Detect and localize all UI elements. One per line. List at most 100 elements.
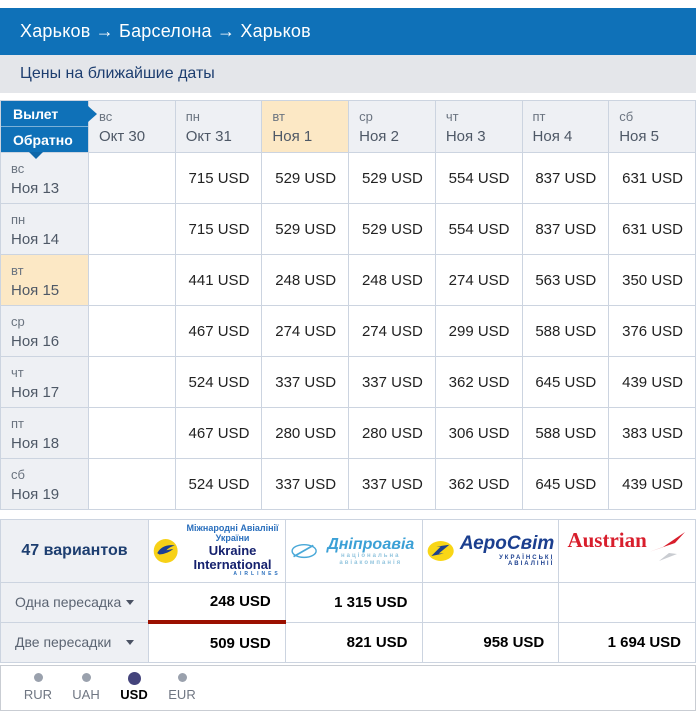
price-cell[interactable]: 631 USD (608, 203, 696, 255)
matrix-row-nov-16: ср Ноя 16 467 USD 274 USD 274 USD 299 US… (0, 305, 696, 357)
currency-option-eur[interactable]: EUR (165, 673, 199, 702)
row-header-nov-16: ср Ноя 16 (0, 305, 89, 357)
two-stops-dropdown[interactable]: Две пересадки (0, 621, 149, 663)
chevron-down-icon (126, 600, 134, 606)
column-date: Ноя 3 (445, 128, 486, 145)
price-cell[interactable]: 715 USD (174, 152, 263, 204)
column-dow: чт (445, 109, 459, 124)
price-cell[interactable]: 337 USD (261, 458, 350, 510)
price-cell[interactable]: 362 USD (434, 458, 523, 510)
price-cell[interactable]: 376 USD (608, 305, 696, 357)
airline-price[interactable]: 1 694 USD (558, 621, 696, 663)
price-cell[interactable]: 715 USD (174, 203, 263, 255)
column-dow: пн (185, 109, 200, 124)
column-date: Окт 30 (99, 128, 146, 145)
row-header-nov-19: сб Ноя 19 (0, 458, 89, 510)
price-cell[interactable]: 554 USD (434, 152, 523, 204)
price-cell[interactable]: 645 USD (521, 356, 610, 408)
price-cell[interactable]: 467 USD (174, 407, 263, 459)
two-stops-label: Две пересадки (15, 634, 112, 651)
price-cell-empty (88, 203, 176, 255)
airline-price-selected[interactable]: 248 USD (148, 581, 286, 625)
price-cell-empty (88, 152, 176, 204)
matrix-corner: Вылет Обратно (0, 100, 97, 159)
column-dow: вс (99, 109, 113, 124)
one-stop-dropdown[interactable]: Одна пересадка (0, 581, 149, 623)
matrix-row-nov-18: пт Ноя 18 467 USD 280 USD 280 USD 306 US… (0, 407, 696, 459)
airlines-comparison-table: 47 вариантов Міжнародні Авіалінії Україн… (0, 519, 696, 663)
price-cell[interactable]: 554 USD (434, 203, 523, 255)
airline-price[interactable]: 1 315 USD (284, 581, 423, 623)
price-cell[interactable]: 337 USD (348, 458, 436, 510)
uia-name-ua: Міжнародні Авіалінії України (186, 523, 279, 543)
price-cell-selected[interactable]: 248 USD (261, 254, 350, 306)
column-header-oct-31: пн Окт 31 (174, 100, 263, 153)
tab-depart-label: Вылет (13, 106, 59, 122)
price-cell[interactable]: 467 USD (174, 305, 263, 357)
column-date: Окт 31 (185, 128, 232, 145)
price-cell[interactable]: 274 USD (434, 254, 523, 306)
radio-icon (33, 673, 43, 683)
column-header-nov-1-selected: вт Ноя 1 (261, 100, 350, 153)
price-cell[interactable]: 524 USD (174, 356, 263, 408)
price-cell[interactable]: 645 USD (521, 458, 610, 510)
price-cell[interactable]: 588 USD (521, 407, 610, 459)
price-cell[interactable]: 280 USD (261, 407, 350, 459)
price-cell[interactable]: 350 USD (608, 254, 696, 306)
currency-option-rur[interactable]: RUR (21, 673, 55, 702)
price-cell[interactable]: 529 USD (261, 152, 350, 204)
currency-label: EUR (168, 687, 196, 703)
row-date: Ноя 14 (11, 231, 60, 248)
price-cell[interactable]: 274 USD (261, 305, 350, 357)
price-cell[interactable]: 306 USD (434, 407, 523, 459)
price-cell-empty (88, 356, 176, 408)
price-cell[interactable]: 588 USD (521, 305, 610, 357)
tab-divider (1, 126, 88, 127)
currency-option-usd-selected[interactable]: USD (117, 672, 151, 702)
row-date: Ноя 17 (11, 384, 60, 401)
price-cell[interactable]: 837 USD (521, 203, 610, 255)
column-header-oct-30: вс Окт 30 (88, 100, 176, 153)
price-cell[interactable]: 280 USD (348, 407, 436, 459)
tab-return[interactable]: Обратно (1, 127, 88, 152)
one-stop-label: Одна пересадка (15, 594, 122, 611)
column-header-nov-4: пт Ноя 4 (521, 100, 610, 153)
airline-price[interactable]: 958 USD (421, 621, 560, 663)
airline-logo-ukraine-international: Міжнародні Авіалінії України Ukraine Int… (148, 519, 286, 583)
price-cell[interactable]: 441 USD (174, 254, 263, 306)
uia-subtext: AIRLINES (233, 571, 281, 578)
price-cell[interactable]: 248 USD (348, 254, 436, 306)
route-title: Харьков → Барселона → Харьков (20, 21, 311, 41)
airline-logo-austrian: Austrian (558, 519, 696, 583)
column-date: Ноя 4 (532, 128, 573, 145)
column-date: Ноя 1 (272, 128, 313, 145)
row-dow: чт (11, 365, 24, 380)
subheader-title: Цены на ближайшие даты (20, 65, 215, 82)
price-cell[interactable]: 274 USD (348, 305, 436, 357)
dniproavia-logo-icon (291, 543, 317, 558)
row-header-nov-18: пт Ноя 18 (0, 407, 89, 459)
price-cell[interactable]: 439 USD (608, 356, 696, 408)
price-cell[interactable]: 529 USD (348, 203, 436, 255)
airline-price[interactable]: 821 USD (284, 621, 423, 663)
variants-count: 47 вариантов (0, 519, 149, 583)
price-cell[interactable]: 524 USD (174, 458, 263, 510)
price-cell[interactable]: 563 USD (521, 254, 610, 306)
column-dow: сб (619, 109, 634, 124)
airlines-row-one-stop: Одна пересадка 248 USD 1 315 USD (0, 581, 696, 625)
price-cell[interactable]: 837 USD (521, 152, 610, 204)
airline-price[interactable]: 509 USD (148, 621, 286, 663)
price-cell[interactable]: 299 USD (434, 305, 523, 357)
price-cell[interactable]: 631 USD (608, 152, 696, 204)
airline-price-empty (558, 581, 696, 623)
price-cell[interactable]: 529 USD (261, 203, 350, 255)
price-cell[interactable]: 439 USD (608, 458, 696, 510)
price-cell[interactable]: 337 USD (261, 356, 350, 408)
price-cell[interactable]: 337 USD (348, 356, 436, 408)
price-cell[interactable]: 529 USD (348, 152, 436, 204)
matrix-row-nov-19: сб Ноя 19 524 USD 337 USD 337 USD 362 US… (0, 458, 696, 510)
currency-option-uah[interactable]: UAH (69, 673, 103, 702)
tab-depart[interactable]: Вылет (1, 101, 97, 126)
price-cell[interactable]: 362 USD (434, 356, 523, 408)
price-cell[interactable]: 383 USD (608, 407, 696, 459)
